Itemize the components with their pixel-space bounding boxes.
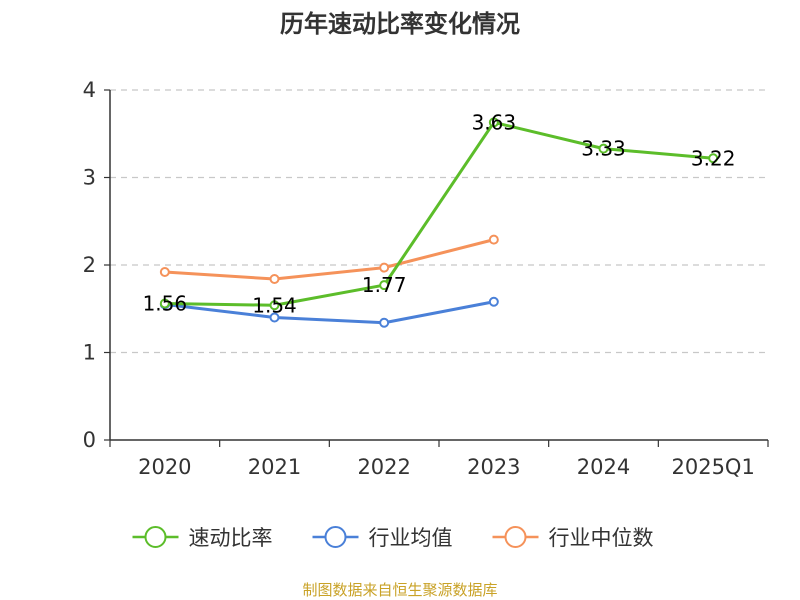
- x-tick-label: 2023: [467, 455, 520, 479]
- data-point: [488, 234, 499, 245]
- data-point: [269, 300, 280, 311]
- data-point: [159, 267, 170, 277]
- series-line: [163, 300, 496, 325]
- data-label: 3.63: [472, 110, 517, 134]
- data-label: 3.22: [691, 146, 736, 170]
- series-line: [163, 238, 496, 281]
- source-note: 制图数据来自恒生聚源数据库: [302, 581, 497, 599]
- data-point: [379, 317, 390, 328]
- legend-item: 速动比率: [132, 526, 273, 550]
- legend-marker-icon: [324, 526, 347, 548]
- data-labels: 1.56 1.54 1.77 3.63 3.33 3.22: [143, 110, 736, 317]
- series-line: [163, 120, 715, 307]
- data-point: [269, 274, 280, 284]
- x-tick-label: 2024: [577, 455, 630, 479]
- data-label: 1.54: [252, 293, 297, 317]
- x-tick-label: 2021: [248, 455, 301, 479]
- legend-item: 行业均值: [312, 526, 453, 550]
- legend-marker-icon: [504, 526, 527, 548]
- data-label: 1.56: [143, 292, 188, 316]
- x-tick-label: 2022: [357, 455, 410, 479]
- x-tick-label: 2020: [138, 455, 191, 479]
- y-tick-label: 1: [83, 341, 96, 365]
- data-point: [488, 296, 499, 307]
- legend-label: 行业均值: [369, 526, 453, 550]
- data-point: [708, 153, 719, 164]
- y-tick-label: 0: [83, 428, 96, 452]
- chart-title: 历年速动比率变化情况: [280, 10, 520, 38]
- data-point: [598, 143, 609, 154]
- legend: 速动比率 行业均值 行业中位数: [132, 526, 654, 550]
- legend-marker-icon: [144, 526, 167, 548]
- data-point: [379, 280, 390, 291]
- legend-item: 行业中位数: [492, 526, 654, 550]
- data-point: [488, 117, 499, 128]
- axes: 0 1 2 3 4 2020 2021 2022 2023 2024 2025Q1: [83, 78, 769, 479]
- y-tick-label: 3: [83, 166, 96, 190]
- legend-label: 行业中位数: [549, 526, 654, 550]
- series-layer: [159, 117, 719, 328]
- data-point: [269, 312, 280, 323]
- y-tick-label: 2: [83, 253, 96, 277]
- y-tick-label: 4: [83, 78, 96, 102]
- data-label: 1.77: [362, 273, 407, 297]
- data-label: 3.33: [581, 137, 626, 161]
- data-point: [379, 262, 390, 273]
- data-point: [159, 298, 170, 309]
- x-tick-label: 2025Q1: [671, 455, 754, 479]
- legend-label: 速动比率: [189, 526, 273, 550]
